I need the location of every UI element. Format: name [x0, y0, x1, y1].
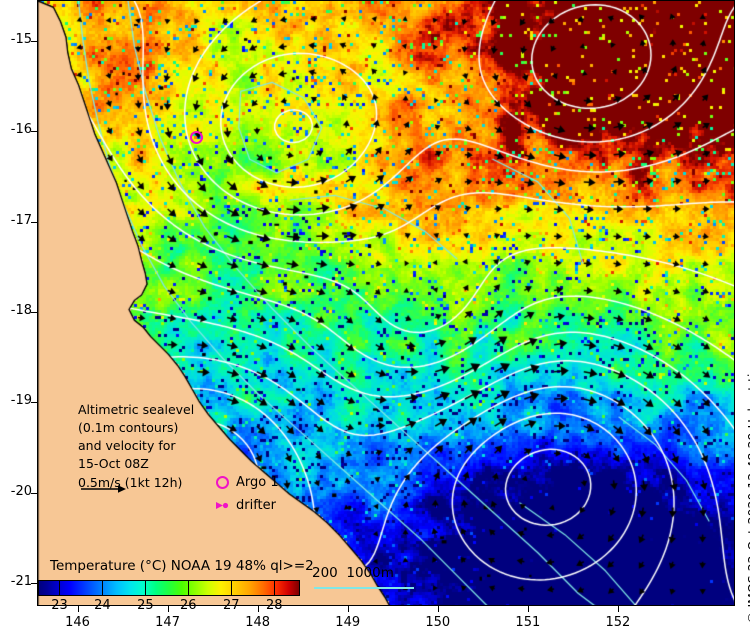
- x-tick-mark: [77, 606, 79, 612]
- drifter-legend-entry: drifter: [216, 498, 276, 513]
- map-plot-area[interactable]: 15-Oct-2020 08:48Z Altimetric sealevel (…: [37, 0, 735, 606]
- drifter-arrow-icon: [216, 502, 229, 509]
- y-tick-label-2: -17: [10, 212, 32, 228]
- colorbar-tick-label-2: 25: [137, 598, 154, 613]
- y-tick-mark: [31, 492, 37, 494]
- credit-text: © IMOS 22-Oct-2020 12:48:29 Hobart time: [745, 353, 750, 624]
- colorbar-tick: [59, 580, 61, 596]
- x-tick-label-4: 150: [425, 615, 451, 630]
- colorbar-tick: [102, 580, 104, 596]
- argo-ring-icon: [216, 476, 229, 489]
- bathymetry-1000m-line: [314, 587, 414, 589]
- x-tick-label-1: 147: [155, 615, 180, 630]
- y-tick-label-3: -18: [10, 303, 32, 319]
- colorbar-tick: [188, 580, 190, 596]
- y-tick-mark: [31, 312, 37, 314]
- y-tick-mark: [31, 402, 37, 404]
- x-tick-mark: [347, 606, 349, 612]
- y-tick-mark: [31, 40, 37, 42]
- sst-raster: [38, 1, 734, 605]
- x-tick-mark: [167, 606, 169, 612]
- y-tick-mark: [31, 131, 37, 133]
- velocity-scale-arrow: [81, 485, 126, 493]
- bathymetry-scale-labels: 200 1000m: [312, 565, 394, 581]
- y-tick-mark: [31, 583, 37, 585]
- x-tick-label-6: 152: [605, 615, 631, 630]
- colorbar-tick-label-4: 27: [222, 598, 240, 613]
- x-tick-mark: [527, 606, 529, 612]
- y-tick-label-4: -19: [10, 393, 32, 409]
- x-tick-mark: [617, 606, 619, 612]
- x-tick-label-5: 151: [515, 615, 541, 630]
- x-tick-label-3: 149: [335, 615, 361, 630]
- temperature-colorbar: [38, 580, 300, 596]
- colorbar-tick-label-0: 23: [51, 598, 68, 613]
- y-tick-label-6: -21: [10, 574, 32, 590]
- x-tick-label-0: 146: [65, 615, 90, 630]
- colorbar-tick-label-1: 24: [94, 598, 111, 613]
- colorbar-tick-label-5: 28: [265, 598, 283, 613]
- y-tick-label-5: -20: [10, 483, 32, 499]
- colorbar-tick: [231, 580, 233, 596]
- y-tick-label-0: -15: [10, 31, 32, 47]
- argo-legend-entry: Argo 1: [216, 475, 279, 490]
- x-tick-label-2: 148: [245, 615, 271, 630]
- x-tick-mark: [257, 606, 259, 612]
- colorbar-tick: [274, 580, 276, 596]
- argo-legend-label: Argo 1: [236, 475, 279, 490]
- x-tick-mark: [437, 606, 439, 612]
- colorbar-tick-label-3: 26: [180, 598, 197, 613]
- colorbar-tick: [145, 580, 147, 596]
- argo-float-marker[interactable]: [190, 131, 203, 144]
- y-tick-mark: [31, 221, 37, 223]
- y-tick-label-1: -16: [10, 122, 32, 138]
- drifter-legend-label: drifter: [236, 498, 276, 513]
- colorbar-title: Temperature (°C) NOAA 19 48% ql>=2: [50, 558, 314, 574]
- altimetry-description: Altimetric sealevel (0.1m contours) and …: [78, 402, 195, 490]
